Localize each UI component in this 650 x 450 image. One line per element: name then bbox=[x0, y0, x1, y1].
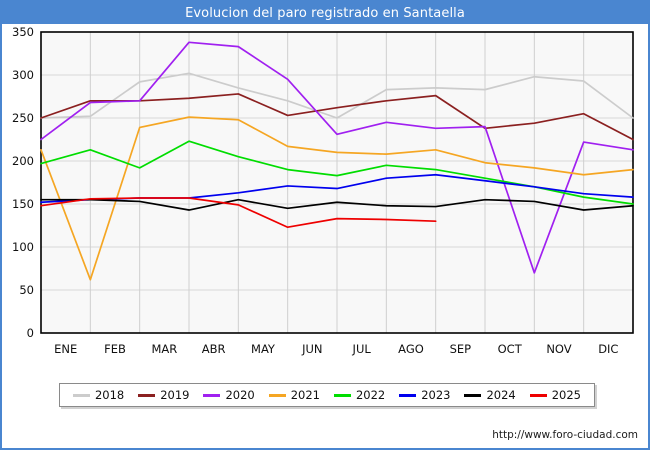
series-line-2021[interactable] bbox=[40, 116, 634, 281]
x-axis-tick-label: SEP bbox=[450, 342, 472, 356]
legend-swatch-icon bbox=[333, 393, 351, 397]
legend-item-2020[interactable]: 2020 bbox=[203, 388, 255, 402]
x-axis-tick-label: ABR bbox=[202, 342, 226, 356]
legend-label: 2022 bbox=[355, 388, 386, 402]
legend-label: 2020 bbox=[225, 388, 255, 402]
legend-item-2021[interactable]: 2021 bbox=[268, 388, 321, 402]
legend-item-2023[interactable]: 2023 bbox=[399, 388, 451, 402]
legend-swatch-icon bbox=[464, 393, 482, 397]
page-title: Evolucion del paro registrado en Santael… bbox=[185, 5, 465, 21]
x-axis-tick-label: AGO bbox=[398, 342, 424, 356]
y-axis-tick-label: 300 bbox=[12, 68, 34, 82]
legend-label: 2025 bbox=[551, 388, 582, 402]
y-axis-tick-label: 250 bbox=[12, 111, 34, 125]
legend-swatch-icon bbox=[72, 393, 90, 397]
legend-swatch-icon bbox=[203, 393, 221, 397]
y-axis-tick-label: 350 bbox=[12, 25, 34, 39]
y-axis-tick-label: 0 bbox=[27, 326, 34, 340]
legend-label: 2018 bbox=[94, 388, 125, 402]
series-line-2020[interactable] bbox=[40, 41, 634, 274]
x-axis-tick-label: JUL bbox=[352, 342, 372, 356]
legend-swatch-icon bbox=[138, 393, 156, 397]
x-axis-tick-label: NOV bbox=[546, 342, 571, 356]
y-axis-tick-label: 50 bbox=[19, 283, 34, 297]
legend-item-2024[interactable]: 2024 bbox=[464, 388, 516, 402]
plot-border bbox=[40, 31, 634, 334]
legend-label: 2019 bbox=[160, 388, 190, 402]
legend-label: 2023 bbox=[421, 388, 451, 402]
legend-label: 2024 bbox=[486, 388, 516, 402]
x-axis-tick-label: DIC bbox=[598, 342, 618, 356]
legend-label: 2021 bbox=[290, 388, 321, 402]
x-axis-tick-label: OCT bbox=[498, 342, 523, 356]
legend-item-2022[interactable]: 2022 bbox=[333, 388, 386, 402]
source-url-label: http://www.foro-ciudad.com bbox=[492, 429, 638, 441]
series-line-2018[interactable] bbox=[40, 72, 634, 119]
x-axis-tick-label: FEB bbox=[104, 342, 126, 356]
chart-plot-container: 0 50 100 150 200 250 300 350 ENE FEB MAR ABR MAY JUN J… bbox=[2, 24, 648, 370]
chart-legend: 2018 2019 2020 2021 2022 2023 2024 2025 bbox=[59, 383, 595, 407]
legend-swatch-icon bbox=[268, 393, 286, 397]
y-axis-tick-label: 200 bbox=[12, 154, 34, 168]
window-title-bar: Evolucion del paro registrado en Santael… bbox=[2, 2, 648, 24]
y-axis-tick-label: 100 bbox=[12, 240, 34, 254]
x-axis-tick-label: MAY bbox=[251, 342, 276, 356]
line-chart-svg: 0 50 100 150 200 250 300 350 ENE FEB MAR ABR MAY JUN J… bbox=[12, 25, 634, 356]
x-axis-tick-label: MAR bbox=[151, 342, 177, 356]
legend-item-2018[interactable]: 2018 bbox=[72, 388, 125, 402]
legend-swatch-icon bbox=[399, 393, 417, 397]
series-line-2025[interactable] bbox=[40, 197, 437, 229]
x-axis-tick-label: ENE bbox=[54, 342, 77, 356]
y-axis-tick-label: 150 bbox=[12, 197, 34, 211]
legend-item-2025[interactable]: 2025 bbox=[529, 388, 582, 402]
x-axis-tick-label: JUN bbox=[301, 342, 322, 356]
series-line-2024[interactable] bbox=[40, 198, 634, 211]
legend-item-2019[interactable]: 2019 bbox=[138, 388, 190, 402]
legend-swatch-icon bbox=[529, 393, 547, 397]
